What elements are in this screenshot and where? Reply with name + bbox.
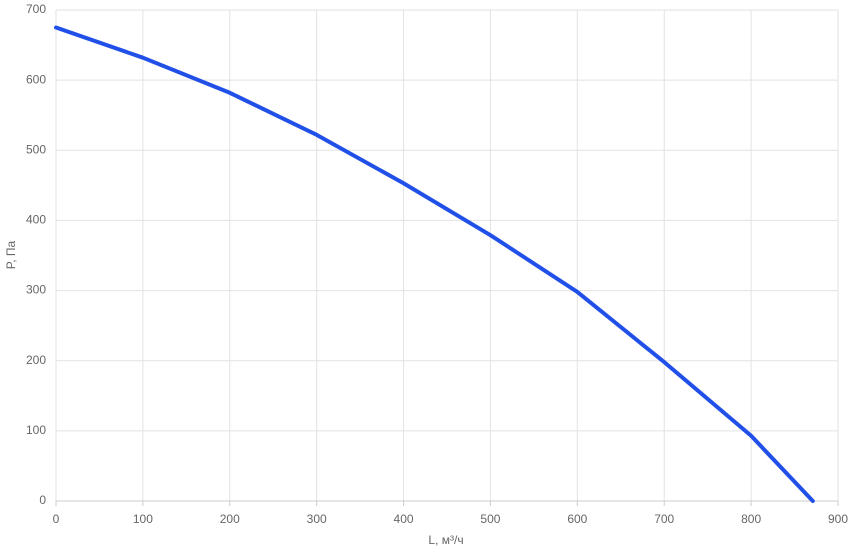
- y-tick-label: 100: [26, 423, 46, 437]
- y-tick-label: 400: [26, 213, 46, 227]
- y-tick-label: 600: [26, 72, 46, 86]
- y-tick-label: 700: [26, 2, 46, 16]
- y-tick-label: 0: [39, 493, 46, 507]
- x-tick-label: 700: [654, 512, 674, 526]
- x-tick-label: 600: [567, 512, 587, 526]
- y-tick-label: 200: [26, 353, 46, 367]
- x-tick-label: 900: [828, 512, 848, 526]
- x-axis-title: L, м³/ч: [428, 533, 463, 547]
- x-tick-label: 400: [394, 512, 414, 526]
- y-tick-label: 500: [26, 142, 46, 156]
- line-series: [54, 25, 815, 503]
- x-tick-label: 0: [53, 512, 60, 526]
- x-tick-label: 500: [480, 512, 500, 526]
- x-tick-label: 100: [133, 512, 153, 526]
- x-tick-label: 300: [307, 512, 327, 526]
- y-tick-label: 300: [26, 283, 46, 297]
- x-tick-label: 200: [220, 512, 240, 526]
- x-tick-label: 800: [741, 512, 761, 526]
- y-axis-title: P, Па: [4, 240, 18, 269]
